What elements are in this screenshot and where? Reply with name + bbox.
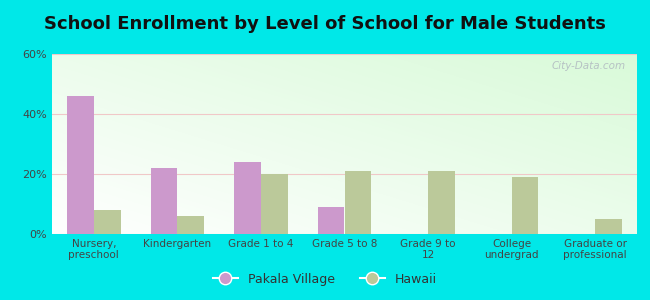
Bar xyxy=(428,171,455,234)
Bar xyxy=(318,207,344,234)
Bar xyxy=(94,210,120,234)
Bar xyxy=(595,219,622,234)
Bar xyxy=(261,174,288,234)
Bar xyxy=(177,216,204,234)
Text: School Enrollment by Level of School for Male Students: School Enrollment by Level of School for… xyxy=(44,15,606,33)
Bar xyxy=(512,177,538,234)
Text: City-Data.com: City-Data.com xyxy=(551,61,625,71)
Bar xyxy=(67,96,94,234)
Bar xyxy=(234,162,261,234)
Bar xyxy=(344,171,371,234)
Legend: Pakala Village, Hawaii: Pakala Village, Hawaii xyxy=(208,268,442,291)
Bar xyxy=(151,168,177,234)
